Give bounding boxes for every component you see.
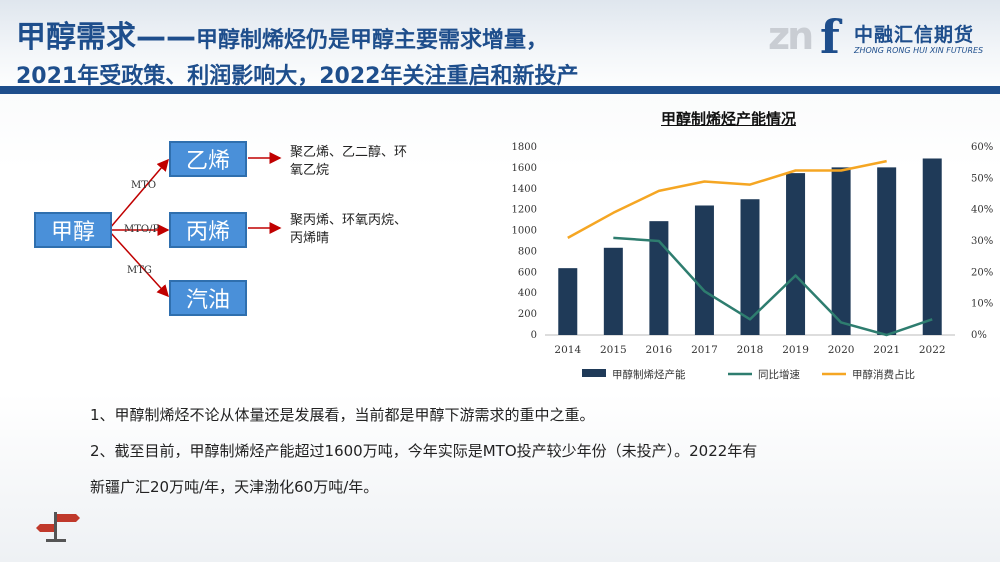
desc-propylene-line2: 丙烯晴 xyxy=(290,231,330,246)
x-tick-label: 2017 xyxy=(691,344,718,356)
header-divider xyxy=(0,86,1000,94)
x-tick-label: 2020 xyxy=(828,344,855,356)
arrow-methanol-gasoline xyxy=(109,231,170,298)
body-line-2: 2、截至目前，甲醇制烯烃产能超过1600万吨，今年实际是MTO投产较少年份（未投… xyxy=(90,442,758,460)
bar-capacity xyxy=(694,205,714,335)
y-right-tick-label: 60% xyxy=(971,142,993,153)
y-right-tick-label: 40% xyxy=(971,205,993,216)
legend-swatch-capacity xyxy=(582,369,606,377)
edge-label-mtp: MTO/P xyxy=(124,224,160,235)
bar-capacity xyxy=(786,173,806,335)
y-right-tick-label: 50% xyxy=(971,173,993,184)
logo-name-cn: 中融汇信期货 xyxy=(854,24,975,46)
legend-label: 甲醇消费占比 xyxy=(852,368,915,381)
y-left-tick-label: 1200 xyxy=(512,205,537,216)
y-left-tick-label: 600 xyxy=(518,267,537,278)
desc-propylene-line1: 聚丙烯、环氧丙烷、 xyxy=(290,213,408,228)
edge-label-mtg: MTG xyxy=(127,265,152,276)
page-subtitle: 2021年受政策、利润影响大，2022年关注重启和新投产 xyxy=(16,64,579,89)
x-tick-label: 2018 xyxy=(737,344,764,356)
y-right-tick-label: 0% xyxy=(971,330,987,341)
node-propylene: 丙烯 xyxy=(169,212,247,248)
y-left-tick-label: 400 xyxy=(518,288,537,299)
node-gasoline: 汽油 xyxy=(169,280,247,316)
bar-capacity xyxy=(877,167,897,335)
line-consumption-share xyxy=(567,159,887,239)
y-left-tick-label: 800 xyxy=(518,246,537,257)
logo-f-mark: f xyxy=(820,10,840,64)
legend-label: 甲醇制烯烃产能 xyxy=(612,368,686,381)
y-left-tick-label: 1800 xyxy=(512,142,537,153)
bar-capacity xyxy=(922,158,942,335)
bar-capacity xyxy=(740,199,760,335)
page-title-sub: 甲醇制烯烃仍是甲醇主要需求增量， xyxy=(196,28,549,53)
body-line-1: 1、甲醇制烯烃不论从体量还是发展看，当前都是甲醇下游需求的重中之重。 xyxy=(90,406,595,424)
y-left-tick-label: 1000 xyxy=(512,226,537,237)
legend-label: 同比增速 xyxy=(758,368,800,381)
y-left-tick-label: 0 xyxy=(531,330,537,341)
y-right-tick-label: 10% xyxy=(971,299,993,310)
flow-arrows xyxy=(109,152,282,298)
bar-capacity xyxy=(649,221,669,335)
page-title-main: 甲醇需求—— xyxy=(16,20,196,55)
x-tick-label: 2015 xyxy=(600,344,627,356)
x-tick-label: 2014 xyxy=(554,344,581,356)
company-logo: zn f 中融汇信期货 ZHONG RONG HUI XIN FUTURES xyxy=(768,10,990,64)
desc-propylene: 聚丙烯、环氧丙烷、 丙烯晴 xyxy=(290,212,407,248)
signpost-icon xyxy=(36,512,80,542)
header-banner: 甲醇需求——甲醇制烯烃仍是甲醇主要需求增量， 2021年受政策、利润影响大，20… xyxy=(0,0,1000,94)
bar-capacity xyxy=(558,268,578,335)
x-tick-label: 2019 xyxy=(782,344,809,356)
x-tick-label: 2016 xyxy=(646,344,673,356)
node-methanol: 甲醇 xyxy=(34,212,112,248)
arrow-methanol-ethylene xyxy=(109,158,169,229)
desc-ethylene-line2: 氧乙烷 xyxy=(290,163,330,178)
bar-capacity xyxy=(831,167,851,335)
node-ethylene: 乙烯 xyxy=(169,141,247,177)
x-tick-label: 2021 xyxy=(873,344,900,356)
y-left-tick-label: 1600 xyxy=(512,163,537,174)
y-right-tick-label: 30% xyxy=(971,236,993,247)
logo-name-en: ZHONG RONG HUI XIN FUTURES xyxy=(854,46,984,55)
desc-ethylene-line1: 聚乙烯、乙二醇、环 xyxy=(290,145,408,160)
logo-mark: zn xyxy=(768,14,814,58)
y-left-tick-label: 200 xyxy=(518,309,537,320)
body-line-3: 新疆广汇20万吨/年，天津渤化60万吨/年。 xyxy=(90,478,379,496)
chart-title: 甲醇制烯烃产能情况 xyxy=(661,110,797,128)
edge-label-mto: MTO xyxy=(131,180,157,191)
y-left-tick-label: 1400 xyxy=(512,184,537,195)
x-tick-label: 2022 xyxy=(919,344,946,356)
y-right-tick-label: 20% xyxy=(971,267,993,278)
page-title: 甲醇需求——甲醇制烯烃仍是甲醇主要需求增量， xyxy=(16,12,548,56)
line-yoy-growth xyxy=(613,236,933,337)
bar-capacity xyxy=(603,247,623,335)
desc-ethylene: 聚乙烯、乙二醇、环 氧乙烷 xyxy=(290,144,407,180)
capacity-chart: 0 200 400 600 800 1000 1200 1400 1600 1800 0% 10% 20… xyxy=(512,142,994,381)
